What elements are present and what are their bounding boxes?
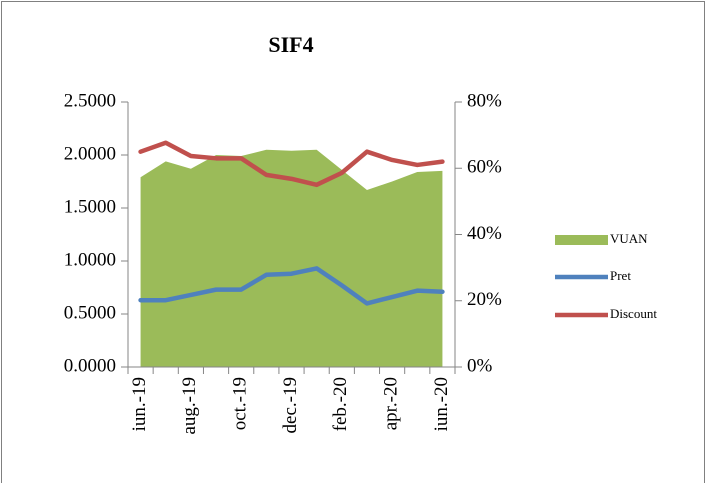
y-tick-label: 0.5000 bbox=[64, 302, 116, 323]
line bbox=[138, 140, 445, 188]
legend-label: Discount bbox=[610, 306, 657, 321]
y2-tick-label: 20% bbox=[467, 289, 502, 310]
legend-swatch bbox=[555, 235, 608, 245]
y-tick-label: 2.0000 bbox=[64, 143, 116, 164]
x-tick-label: apr.-20 bbox=[380, 377, 401, 430]
y-tick-label: 1.5000 bbox=[64, 196, 116, 217]
y-tick-label: 1.0000 bbox=[64, 249, 116, 270]
x-tick-label: dec.-19 bbox=[280, 377, 301, 433]
chart-title: SIF4 bbox=[268, 32, 313, 57]
y2-tick-label: 60% bbox=[467, 157, 502, 178]
x-tick-label: oct.-19 bbox=[230, 377, 251, 430]
x-tick-label: feb.-20 bbox=[330, 377, 351, 431]
legend-label: Pret bbox=[610, 268, 631, 283]
y2-tick-label: 40% bbox=[467, 223, 502, 244]
x-tick-label: iun.-20 bbox=[431, 377, 452, 431]
line bbox=[138, 266, 445, 306]
y-tick-label: 2.5000 bbox=[64, 90, 116, 111]
x-tick-label: aug.-19 bbox=[179, 377, 200, 435]
y2-tick-label: 80% bbox=[467, 90, 502, 111]
area bbox=[140, 149, 443, 367]
y2-tick-label: 0% bbox=[467, 355, 493, 376]
legend-label: VUAN bbox=[610, 231, 648, 246]
y-tick-label: 0.0000 bbox=[64, 355, 116, 376]
x-tick-label: iun.-19 bbox=[129, 377, 150, 431]
